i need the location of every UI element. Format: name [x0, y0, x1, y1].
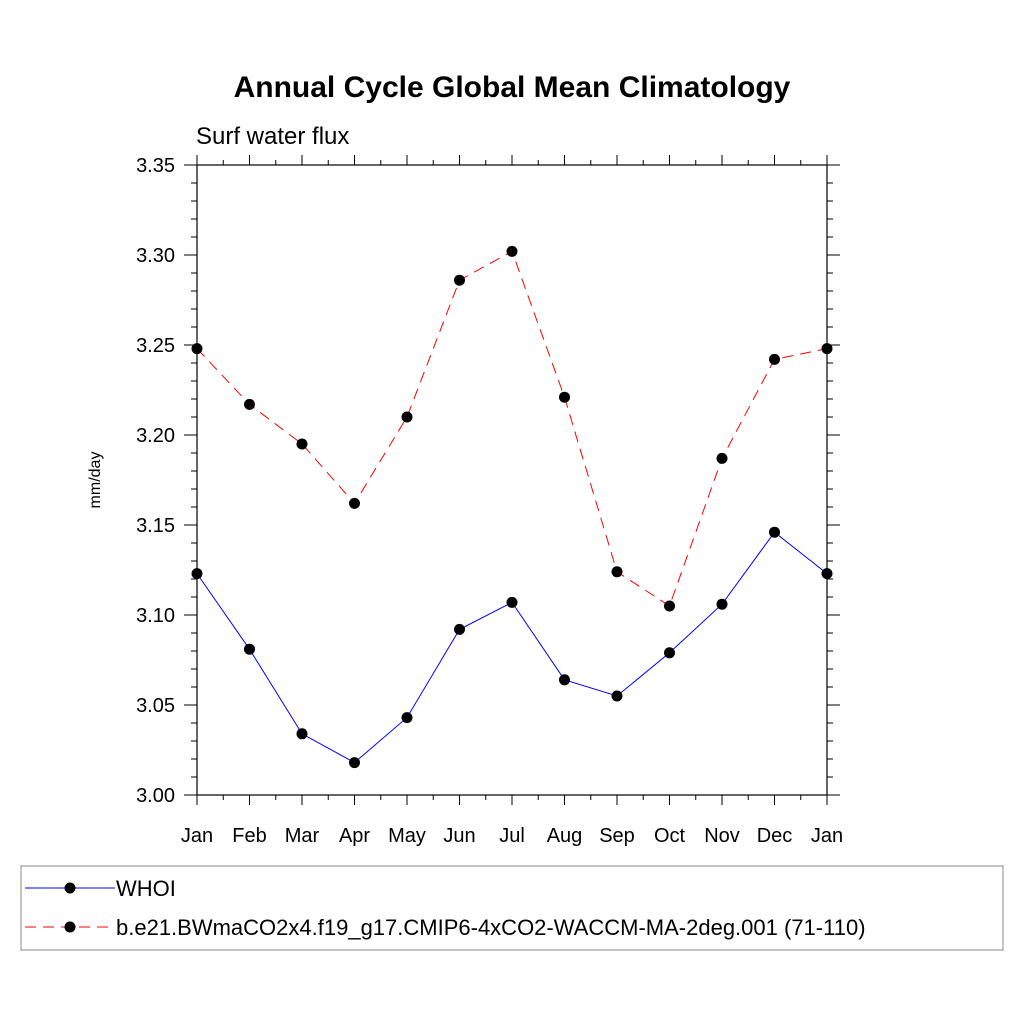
data-point — [296, 728, 308, 740]
plot-frame — [196, 164, 828, 796]
x-tick-label: Jun — [443, 825, 475, 847]
data-point — [769, 353, 780, 365]
x-tick-label: Dec — [757, 825, 793, 847]
series-line-2 — [196, 250, 828, 607]
x-tick-label: Apr — [339, 825, 370, 847]
y-tick-label: 3.25 — [136, 335, 175, 357]
data-point — [664, 647, 675, 659]
data-point — [611, 690, 623, 702]
legend-marker-2 — [64, 921, 76, 933]
data-point — [454, 623, 465, 635]
data-point — [559, 391, 570, 403]
legend: WHOI b.e21.BWmaCO2x4.f19_g17.CMIP6-4xCO2-… — [20, 865, 1004, 951]
data-point — [716, 452, 728, 464]
data-point — [506, 596, 518, 608]
data-point — [559, 674, 570, 686]
data-point — [401, 411, 413, 423]
x-tick-label: Oct — [654, 825, 686, 847]
chart-subtitle: Surf water flux — [196, 123, 349, 150]
x-tick-label: Feb — [232, 825, 266, 847]
data-point — [244, 398, 255, 410]
x-tick-label: May — [388, 825, 426, 847]
legend-label-2: b.e21.BWmaCO2x4.f19_g17.CMIP6-4xCO2-WACC… — [116, 915, 866, 940]
y-tick-label: 3.20 — [136, 425, 175, 447]
data-point — [716, 598, 728, 610]
series-line-1 — [196, 531, 828, 764]
data-point — [506, 245, 518, 257]
y-tick-label: 3.15 — [136, 515, 175, 537]
chart-title: Annual Cycle Global Mean Climatology — [234, 71, 791, 104]
y-tick-label: 3.00 — [136, 785, 175, 807]
data-point — [296, 438, 308, 450]
x-tick-label: Nov — [704, 825, 740, 847]
x-tick-label: Sep — [599, 825, 635, 847]
legend-label-1: WHOI — [116, 876, 176, 901]
y-tick-label: 3.05 — [136, 695, 175, 717]
x-tick-label: Aug — [547, 825, 583, 847]
data-point — [611, 566, 623, 578]
legend-box — [20, 865, 1004, 951]
x-tick-label: Jan — [181, 825, 213, 847]
data-point — [349, 497, 360, 509]
data-point — [244, 643, 255, 655]
x-tick-label: Jul — [499, 825, 525, 847]
legend-marker-1 — [64, 882, 76, 894]
axis-ticks: Jan Feb Mar Apr May Jun Jul Aug Sep Oct Nov Dec Jan 3… — [136, 155, 843, 847]
y-axis-label: mm/day — [87, 452, 104, 509]
x-tick-label: Jan — [811, 825, 843, 847]
y-tick-label: 3.30 — [136, 245, 175, 267]
x-tick-label: Mar — [285, 825, 320, 847]
y-tick-label: 3.10 — [136, 605, 175, 627]
data-point — [454, 274, 465, 286]
series-group — [191, 245, 833, 769]
data-point — [769, 526, 780, 538]
y-tick-label: 3.35 — [136, 155, 175, 177]
data-point — [664, 600, 675, 612]
data-point — [401, 712, 413, 724]
data-point — [349, 757, 360, 769]
